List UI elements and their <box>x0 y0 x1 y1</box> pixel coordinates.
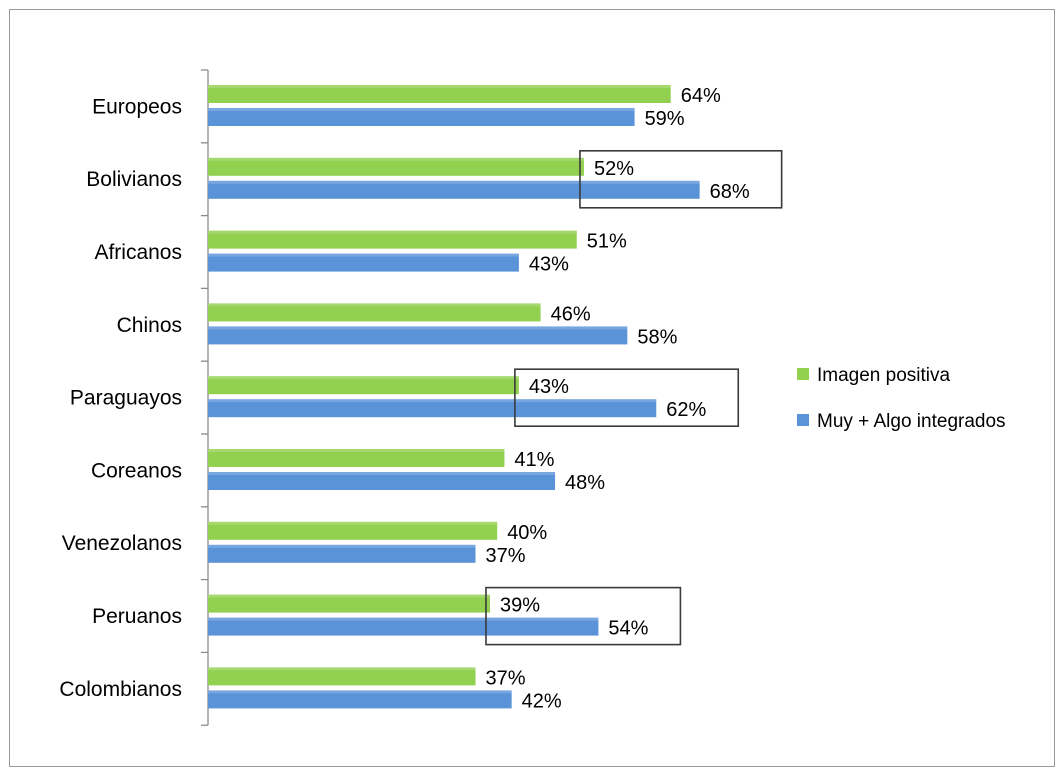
category-label-paraguayos: Paraguayos <box>70 387 182 410</box>
bar-muy-algo-integrados-colombianos <box>208 690 512 709</box>
bar-highlight <box>208 399 657 403</box>
value-label-muy-algo-integrados-chinos: 58% <box>637 326 677 348</box>
highlight-box-paraguayos <box>514 368 740 428</box>
bar-imagen-positiva-paraguayos <box>208 376 519 395</box>
plot-area: Europeos 64%59% Bolivianos 52% 68% Africanos 5… <box>59 69 783 726</box>
bar-imagen-positiva-bolivianos <box>208 157 584 176</box>
bar-highlight <box>208 594 490 598</box>
bar-muy-algo-integrados-europeos <box>208 108 635 126</box>
highlight-box-peruanos <box>485 586 682 646</box>
bar-highlight <box>208 544 476 548</box>
bar-imagen-positiva-colombianos <box>208 667 476 686</box>
bar-muy-algo-integrados-peruanos <box>208 617 599 636</box>
value-label-muy-algo-integrados-africanos: 43% <box>529 254 569 276</box>
value-label-muy-algo-integrados-paraguayos: 62% <box>666 399 706 421</box>
bar-highlight <box>208 376 519 380</box>
bar-muy-algo-integrados-chinos <box>208 326 628 345</box>
value-label-imagen-positiva-bolivianos: 52% <box>594 158 634 180</box>
bar-imagen-positiva-africanos <box>208 230 577 249</box>
bar-muy-algo-integrados-coreanos <box>208 472 556 490</box>
bar-highlight <box>208 180 700 184</box>
bar-highlight <box>208 85 671 88</box>
category-label-africanos: Africanos <box>94 241 182 264</box>
category-label-bolivianos: Bolivianos <box>86 168 182 191</box>
bar-muy-algo-integrados-bolivianos <box>208 180 700 199</box>
value-label-imagen-positiva-europeos: 64% <box>681 85 721 107</box>
bar-imagen-positiva-coreanos <box>208 449 505 467</box>
value-label-imagen-positiva-paraguayos: 43% <box>529 376 569 398</box>
value-label-imagen-positiva-chinos: 46% <box>551 303 591 325</box>
value-label-imagen-positiva-coreanos: 41% <box>514 449 554 471</box>
legend-swatch-muy-algo-integrados <box>797 414 809 426</box>
value-label-muy-algo-integrados-venezolanos: 37% <box>486 545 526 567</box>
bar-imagen-positiva-venezolanos <box>208 521 498 540</box>
bar-highlight <box>208 690 512 694</box>
value-label-muy-algo-integrados-europeos: 59% <box>645 108 685 130</box>
legend-label-muy-algo-integrados: Muy + Algo integrados <box>817 411 1006 432</box>
highlight-box-bolivianos <box>579 150 783 209</box>
bar-muy-algo-integrados-africanos <box>208 253 519 272</box>
bar-highlight <box>208 617 599 621</box>
legend: Imagen positiva Muy + Algo integrados <box>797 365 1006 432</box>
bar-highlight <box>208 108 635 111</box>
chart-frame <box>9 9 1055 767</box>
value-label-imagen-positiva-venezolanos: 40% <box>507 522 547 544</box>
category-label-peruanos: Peruanos <box>92 605 182 628</box>
value-label-imagen-positiva-africanos: 51% <box>587 231 627 253</box>
bar-imagen-positiva-europeos <box>208 85 671 103</box>
bar-highlight <box>208 326 628 330</box>
bar-highlight <box>208 230 577 234</box>
bar-muy-algo-integrados-venezolanos <box>208 544 476 563</box>
bar-highlight <box>208 157 584 161</box>
bar-highlight <box>208 449 505 452</box>
legend-swatch-imagen-positiva <box>797 368 809 380</box>
value-label-imagen-positiva-peruanos: 39% <box>500 595 540 617</box>
bar-highlight <box>208 303 541 307</box>
value-label-imagen-positiva-colombianos: 37% <box>486 667 526 689</box>
category-label-chinos: Chinos <box>117 314 182 337</box>
value-label-muy-algo-integrados-colombianos: 42% <box>522 690 562 712</box>
bar-highlight <box>208 521 498 525</box>
category-label-coreanos: Coreanos <box>91 459 182 482</box>
category-label-europeos: Europeos <box>92 95 182 118</box>
bar-highlight <box>208 472 556 475</box>
bar-highlight <box>208 667 476 671</box>
value-label-muy-algo-integrados-coreanos: 48% <box>565 472 605 494</box>
value-label-muy-algo-integrados-bolivianos: 68% <box>710 181 750 203</box>
category-label-venezolanos: Venezolanos <box>62 532 182 555</box>
bar-highlight <box>208 253 519 257</box>
value-label-muy-algo-integrados-peruanos: 54% <box>608 618 648 640</box>
legend-label-imagen-positiva: Imagen positiva <box>817 365 951 386</box>
bar-imagen-positiva-peruanos <box>208 594 490 613</box>
category-label-colombianos: Colombianos <box>59 678 182 701</box>
bar-imagen-positiva-chinos <box>208 303 541 322</box>
bar-muy-algo-integrados-paraguayos <box>208 399 657 418</box>
